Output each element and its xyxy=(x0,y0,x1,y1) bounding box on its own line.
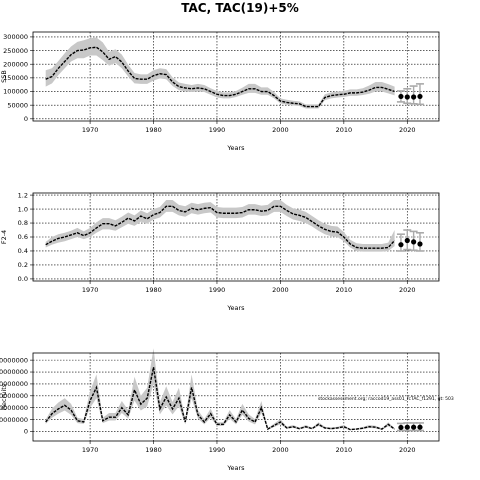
confidence-band xyxy=(45,37,395,109)
forecast-point xyxy=(404,424,410,430)
y-tick-label: 250000 xyxy=(3,47,28,55)
y-tick-label: 200000000 xyxy=(0,380,28,388)
y-tick-label: 50000 xyxy=(7,101,28,109)
forecast-point xyxy=(411,94,417,100)
forecast-point xyxy=(398,424,404,431)
y-tick-label: 300000000 xyxy=(0,356,28,364)
y-tick-label: 0.8 xyxy=(18,219,28,227)
plot-frame xyxy=(32,31,440,122)
forecast-point xyxy=(417,424,423,430)
x-tick-label: 1980 xyxy=(145,446,162,454)
figure-title: TAC, TAC(19)+5% xyxy=(181,1,299,15)
y-tick-label: 0 xyxy=(24,115,28,123)
y-tick-label: 250000000 xyxy=(0,368,28,376)
x-tick-label: 2000 xyxy=(272,446,289,454)
x-tick-label: 2020 xyxy=(399,286,416,294)
x-axis-label: Years xyxy=(226,304,245,312)
confidence-band xyxy=(45,348,395,431)
y-tick-label: 0.2 xyxy=(18,261,28,269)
forecast-point xyxy=(417,93,423,100)
y-axis-label: Recruits xyxy=(0,383,8,410)
y-tick-label: 0.6 xyxy=(18,233,28,241)
y-axis-label: F2-4 xyxy=(0,230,8,244)
y-tick-label: 0.4 xyxy=(18,247,28,255)
x-tick-label: 1970 xyxy=(82,446,99,454)
fishing-mortality-panel: 0.0 0.2 0.4 0.6 0.8 1.0 1.2 1970 1980 1990 2000 201… xyxy=(0,191,440,312)
x-tick-label: 1990 xyxy=(209,446,226,454)
y-tick-label: 150000 xyxy=(3,74,28,82)
x-tick-label: 2010 xyxy=(336,446,353,454)
x-tick-label: 1980 xyxy=(145,286,162,294)
y-tick-label: 100000000 xyxy=(0,404,28,412)
y-tick-label: 0.0 xyxy=(18,275,28,283)
y-tick-label: 0 xyxy=(24,428,28,436)
y-tick-label: 1.0 xyxy=(18,205,28,213)
plot-frame xyxy=(32,352,440,442)
estimate-line xyxy=(45,367,396,431)
x-tick-label: 1990 xyxy=(209,126,226,134)
x-tick-label: 1970 xyxy=(82,126,99,134)
y-axis-label: SSB xyxy=(0,70,8,83)
x-axis-label: Years xyxy=(226,464,245,472)
y-tick-label: 300000 xyxy=(3,33,28,41)
ssb-panel: 0 50000 100000 150000 200000 250000 300000 1970… xyxy=(0,31,440,152)
x-tick-label: 2020 xyxy=(399,126,416,134)
forecast-point xyxy=(411,239,417,245)
y-tick-label: 50000000 xyxy=(0,416,28,424)
forecast-point xyxy=(398,93,404,100)
y-tick-label: 200000 xyxy=(3,60,28,68)
x-tick-label: 2020 xyxy=(399,446,416,454)
x-tick-label: 2010 xyxy=(336,286,353,294)
y-tick-label: 1.2 xyxy=(18,191,28,199)
forecast-point xyxy=(417,241,423,247)
x-tick-label: 1990 xyxy=(209,286,226,294)
plot-area xyxy=(33,193,439,281)
recruitment-panel: 0 50000000 100000000 150000000 200000000 2500… xyxy=(0,348,440,472)
x-tick-label: 1970 xyxy=(82,286,99,294)
x-tick-label: 2010 xyxy=(336,126,353,134)
forecast-point xyxy=(398,242,404,248)
source-annotation: stockassessment.org; raccod19_ass01_fcTA… xyxy=(318,396,454,402)
x-tick-label: 1980 xyxy=(145,126,162,134)
y-tick-label: 150000000 xyxy=(0,392,28,400)
x-tick-label: 2000 xyxy=(272,286,289,294)
forecast-point xyxy=(411,424,417,430)
estimate-line xyxy=(45,205,396,249)
y-tick-label: 100000 xyxy=(3,88,28,96)
estimate-line xyxy=(45,46,395,108)
forecast-point xyxy=(404,94,410,100)
x-axis-label: Years xyxy=(226,144,245,152)
x-tick-label: 2000 xyxy=(272,126,289,134)
forecast-point xyxy=(404,237,410,244)
